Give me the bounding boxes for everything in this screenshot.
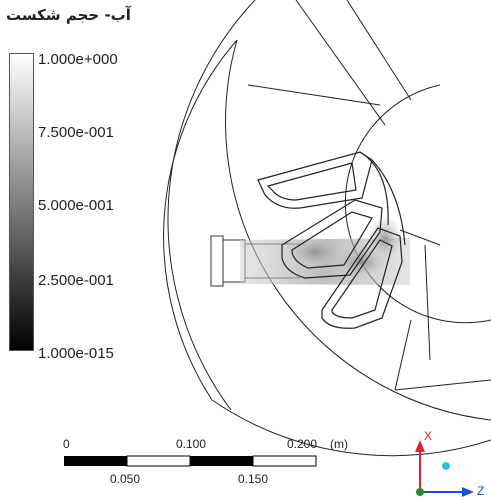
axis-x-label: X bbox=[424, 429, 432, 443]
bucket-hub-upper bbox=[359, 151, 389, 226]
scale-tick-0200: 0.200 bbox=[287, 437, 318, 451]
bucket-upper bbox=[257, 151, 373, 209]
hub-arc bbox=[344, 84, 491, 324]
legend-color-bar bbox=[9, 53, 34, 351]
legend-title: آب- حجم شکست bbox=[6, 6, 131, 24]
sector-line-top bbox=[295, 0, 386, 126]
legend-label-250: 2.500e-001 bbox=[38, 272, 114, 289]
legend-label-500: 5.000e-001 bbox=[38, 197, 114, 214]
scale-tick-0050: 0.050 bbox=[110, 472, 141, 486]
bucket-middle bbox=[281, 199, 383, 279]
view-dot-icon bbox=[442, 462, 450, 470]
sector-line-mid bbox=[247, 84, 381, 106]
bucket-lower bbox=[321, 227, 403, 329]
bucket-upper-inner bbox=[266, 162, 357, 201]
sector-line-low2 bbox=[394, 379, 491, 391]
bucket-lower-inner bbox=[331, 239, 393, 319]
sector-line-low bbox=[394, 319, 412, 391]
sector-line-mid2 bbox=[424, 244, 431, 361]
legend-label-max: 1.000e+000 bbox=[38, 51, 118, 68]
sector-line-top2 bbox=[346, 0, 412, 101]
scale-tick-0100: 0.100 bbox=[176, 437, 207, 451]
casing-inner-arc bbox=[163, 39, 238, 401]
bucket-hub-lower bbox=[371, 159, 406, 246]
scale-tick-0: 0 bbox=[63, 437, 70, 451]
axis-z-label: Z bbox=[477, 484, 484, 498]
scale-unit: (m) bbox=[330, 437, 348, 451]
casing-arc-lower bbox=[211, 399, 491, 457]
legend-label-min: 1.000e-015 bbox=[38, 345, 114, 362]
legend-label-750: 7.500e-001 bbox=[38, 124, 114, 141]
casing-outer-arc bbox=[167, 0, 256, 411]
scale-tick-0150: 0.150 bbox=[238, 472, 269, 486]
casing-wheel-arc bbox=[225, 39, 491, 421]
sector-line-right bbox=[399, 229, 441, 246]
bucket-middle-inner bbox=[291, 211, 373, 269]
